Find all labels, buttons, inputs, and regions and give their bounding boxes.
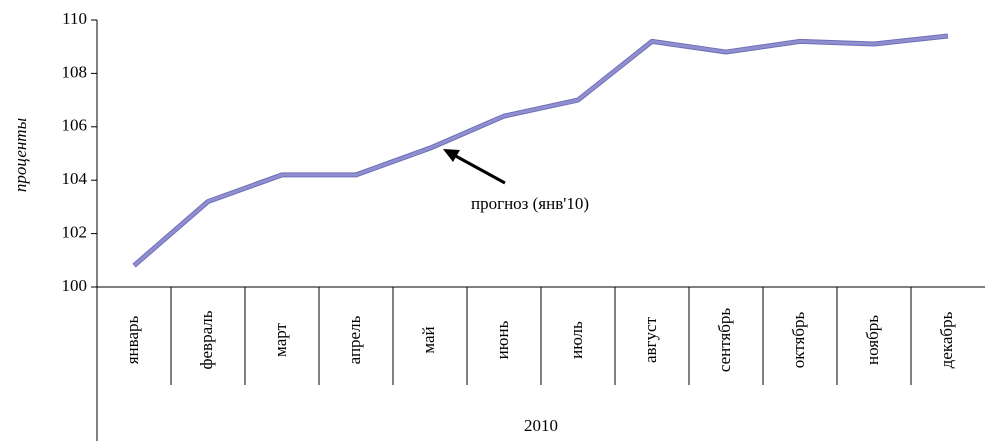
x-tick-label: август bbox=[641, 316, 660, 363]
y-tick-label: 100 bbox=[62, 276, 88, 295]
x-group-label: 2010 bbox=[524, 416, 558, 435]
y-tick-label: 106 bbox=[62, 116, 88, 135]
x-tick-label: январь bbox=[123, 316, 142, 365]
y-tick-label: 102 bbox=[62, 223, 88, 242]
x-tick-label: октябрь bbox=[789, 312, 808, 369]
line-outline bbox=[132, 33, 949, 268]
x-tick-label: сентябрь bbox=[715, 308, 734, 373]
y-tick-label: 108 bbox=[62, 62, 88, 81]
x-tick-label: декабрь bbox=[937, 311, 956, 368]
x-tick-label: апрель bbox=[345, 315, 364, 364]
x-tick-label: март bbox=[271, 322, 290, 356]
x-tick-label: ноябрь bbox=[863, 315, 882, 365]
x-tick-label: июль bbox=[567, 321, 586, 359]
y-tick-label: 110 bbox=[62, 9, 87, 28]
annotation: прогноз (янв'10) bbox=[471, 194, 589, 213]
annotation-arrow bbox=[451, 152, 506, 185]
y-axis-label: проценты bbox=[11, 118, 30, 192]
x-tick-label: февраль bbox=[197, 310, 216, 369]
line bbox=[133, 34, 949, 267]
x-tick-label: июнь bbox=[493, 320, 512, 359]
x-tick-label: май bbox=[419, 326, 438, 353]
y-tick-label: 104 bbox=[62, 169, 88, 188]
annotation-arrowhead bbox=[443, 149, 460, 162]
